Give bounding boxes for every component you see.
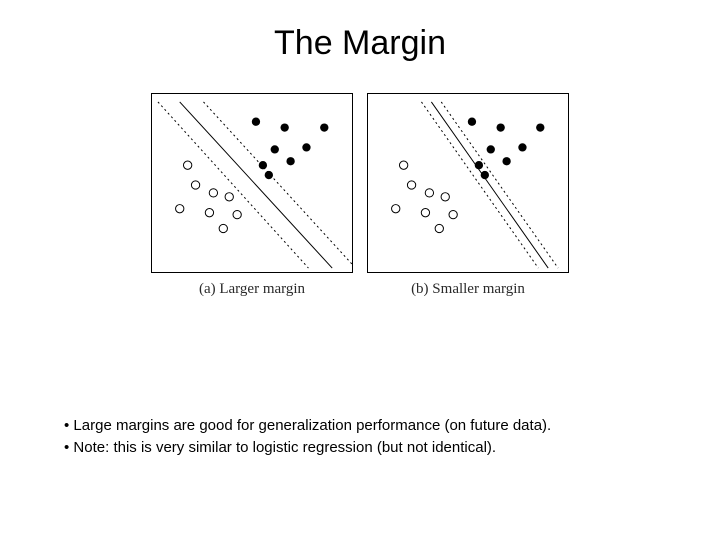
bullet-2: • Note: this is very similar to logistic… [64, 438, 680, 458]
panel-a-svg [152, 94, 352, 272]
panel-b-box [367, 93, 569, 273]
panel-a-caption: (a) Larger margin [199, 281, 305, 298]
panels-row: (a) Larger margin (b) Smaller margin [0, 93, 720, 298]
panel-b: (b) Smaller margin [367, 93, 569, 298]
slide: The Margin (a) Larger margin (b) Smaller… [0, 0, 720, 540]
slide-title: The Margin [0, 0, 720, 63]
panel-a-box [151, 93, 353, 273]
bullets: • Large margins are good for generalizat… [64, 416, 680, 461]
panel-a: (a) Larger margin [151, 93, 353, 298]
panel-b-svg [368, 94, 568, 272]
panel-b-caption: (b) Smaller margin [411, 281, 525, 298]
bullet-1: • Large margins are good for generalizat… [64, 416, 680, 436]
